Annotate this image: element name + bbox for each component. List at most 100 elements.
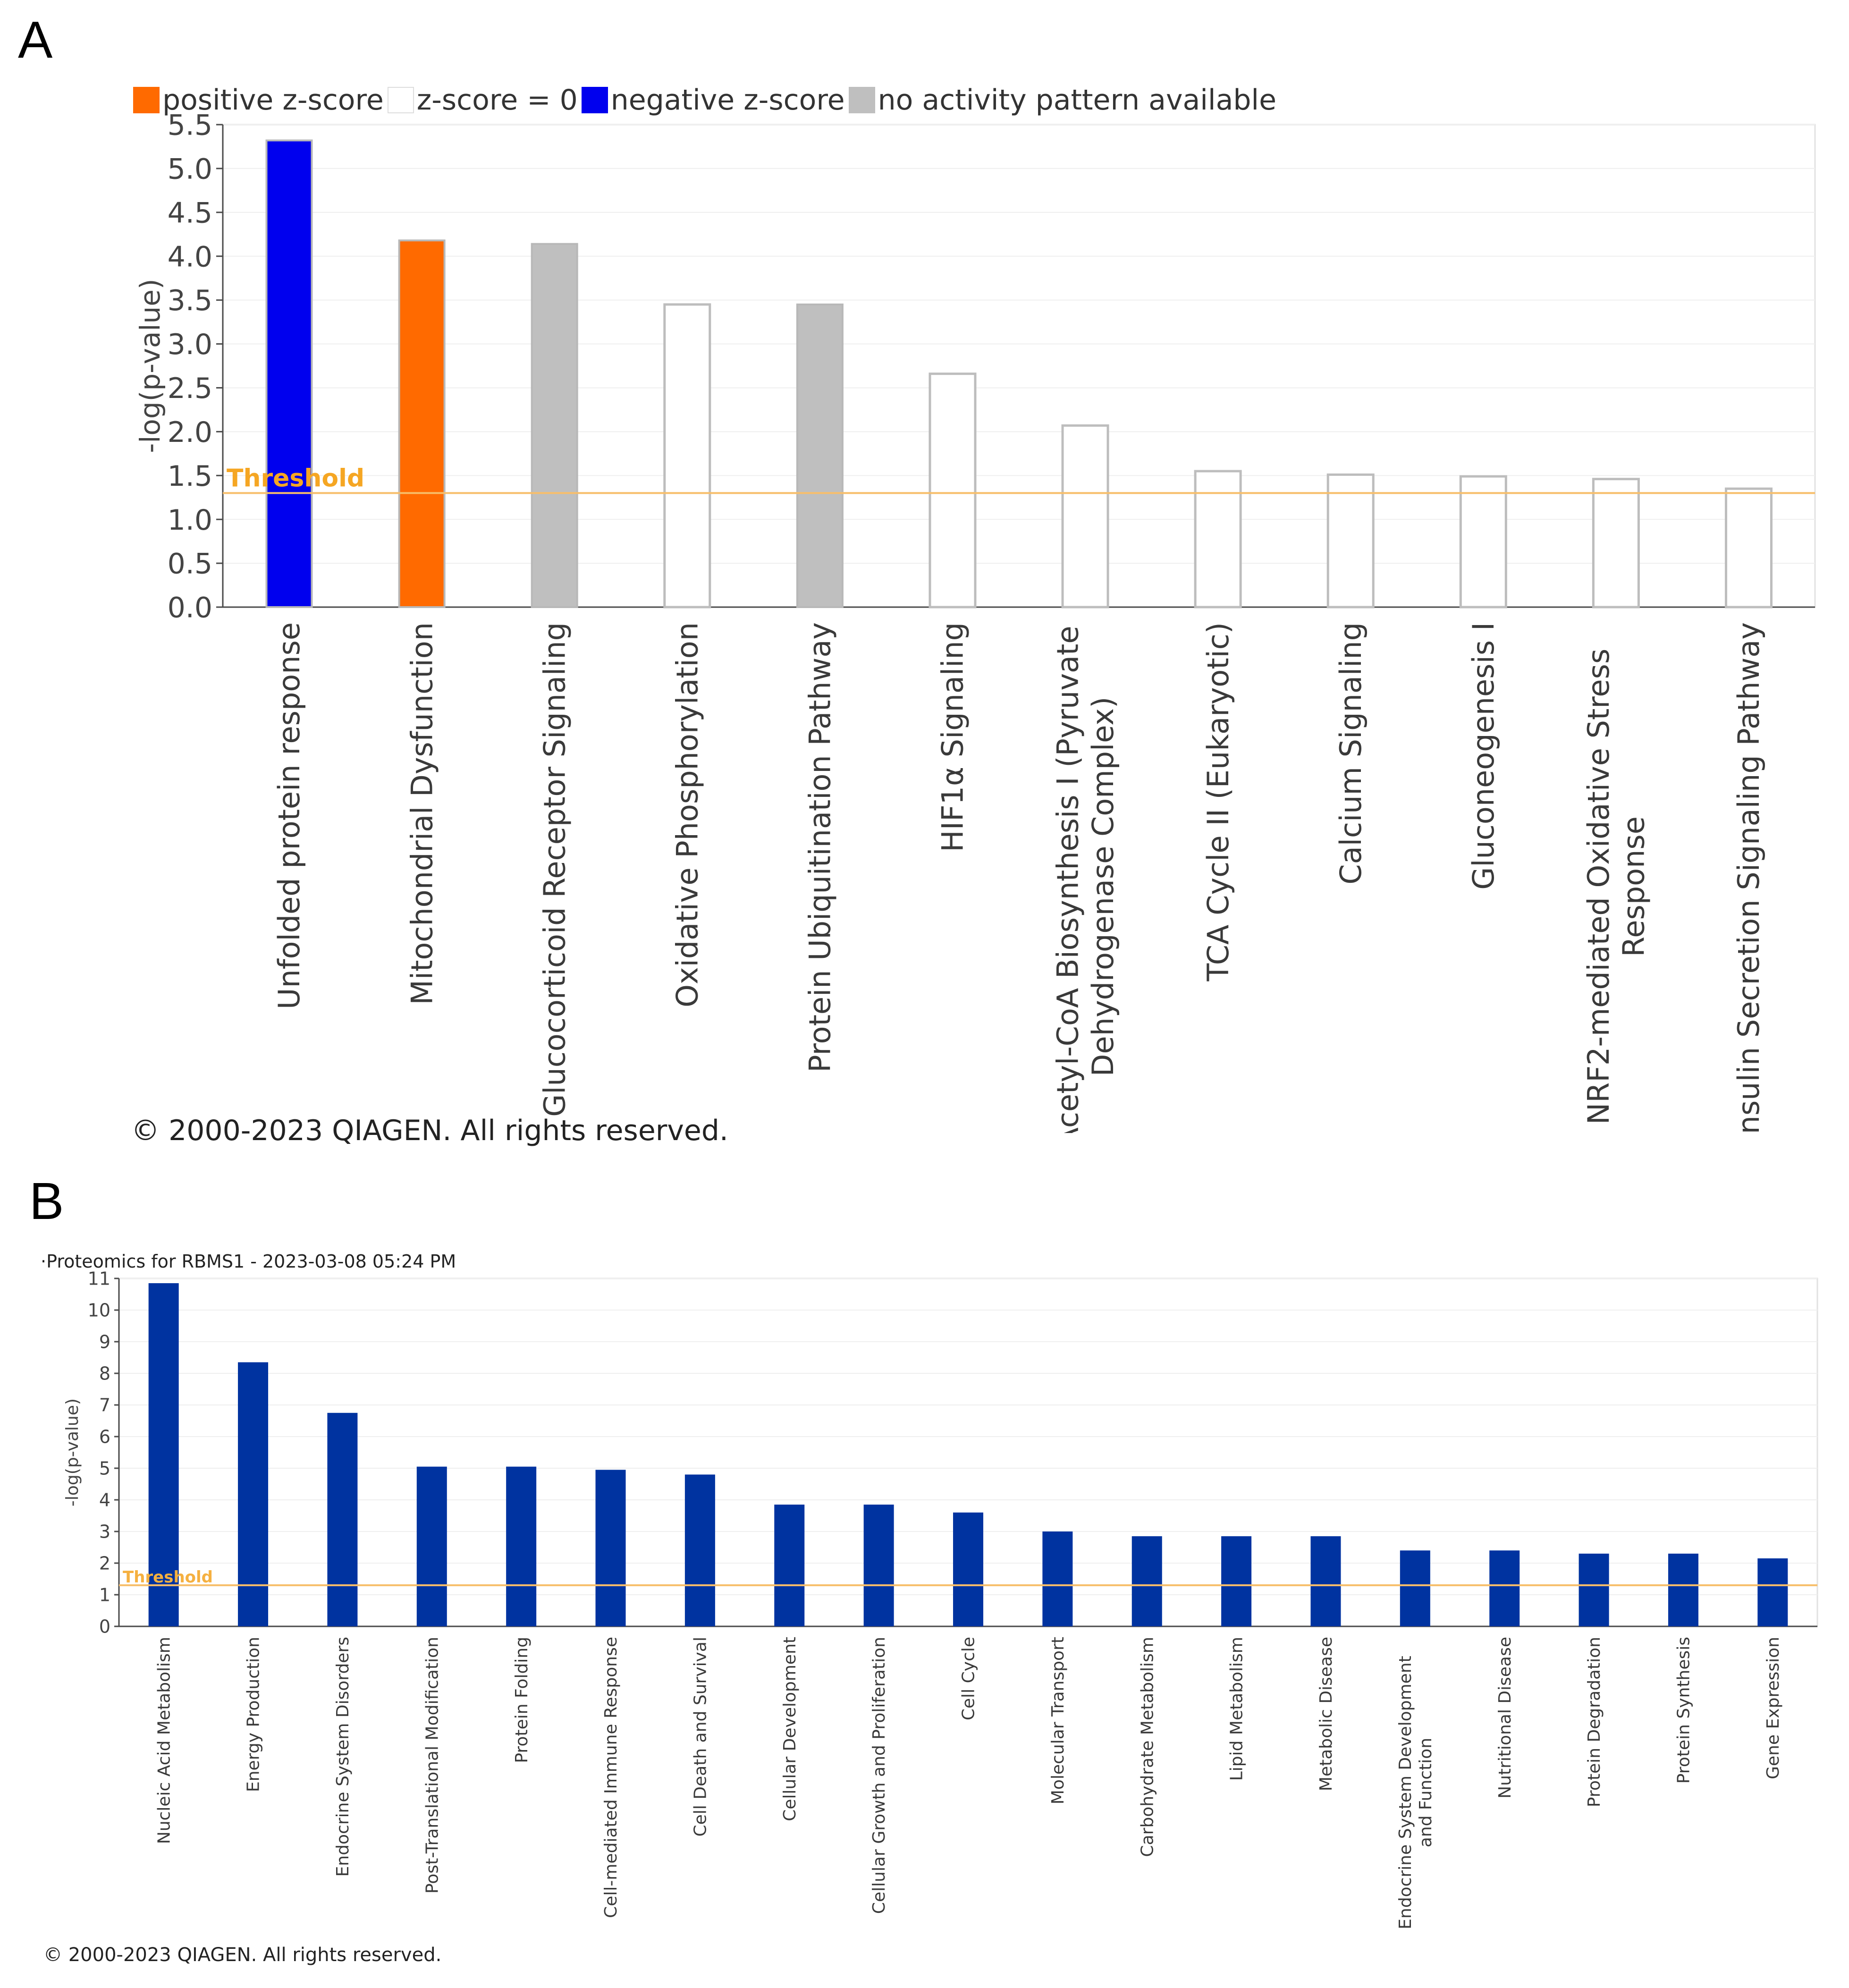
bar	[1042, 1531, 1073, 1626]
bar	[148, 1283, 179, 1626]
panel-a-copyright: © 2000-2023 QIAGEN. All rights reserved.	[131, 1114, 728, 1147]
category-label-group: Lipid Metabolism	[1227, 1637, 1247, 1781]
category-label: and Function	[1416, 1738, 1435, 1847]
panel-b-copyright: © 2000-2023 QIAGEN. All rights reserved.	[43, 1944, 442, 1966]
y-tick-label: 4	[99, 1490, 110, 1511]
category-label: Cell Cycle	[959, 1637, 979, 1720]
panel-b-letter: B	[29, 1172, 64, 1230]
category-label-group: Glucocorticoid Receptor Signaling	[537, 622, 572, 1117]
y-tick-label: 8	[99, 1363, 110, 1384]
category-label-group: Cellular Development	[780, 1637, 800, 1821]
y-tick-label: 3.5	[168, 284, 212, 317]
category-label-group: Cell-mediated Immune Response	[601, 1637, 621, 1918]
bar	[1724, 487, 1773, 609]
category-label: Energy Production	[244, 1637, 263, 1792]
category-label-group: Nucleic Acid Metabolism	[154, 1637, 174, 1844]
category-label: Dehydrogenase Complex)	[1086, 697, 1120, 1076]
bar	[1668, 1553, 1698, 1626]
category-label: Glucocorticoid Receptor Signaling	[537, 622, 572, 1117]
y-axis-label: -log(p-value)	[63, 1398, 82, 1506]
category-label: Cell Death and Survival	[691, 1637, 710, 1836]
bar	[327, 1413, 358, 1626]
bar	[1579, 1553, 1609, 1626]
y-tick-label: 9	[99, 1332, 110, 1353]
y-tick-label: 5	[99, 1458, 110, 1479]
category-label-group: Acetyl-CoA Biosynthesis I (Pyruvate Dehyd…	[1051, 626, 1120, 1133]
bar	[1131, 1536, 1162, 1626]
bar	[1489, 1550, 1520, 1626]
category-label: HIF1α Signaling	[936, 622, 970, 852]
legend-label-positive: positive z-score	[162, 84, 384, 117]
bar	[796, 303, 844, 608]
category-label: Endocrine System Disorders	[333, 1637, 353, 1877]
y-tick-label: 5.5	[168, 109, 212, 142]
bar	[929, 372, 977, 609]
category-label-group: Nutritional Disease	[1495, 1637, 1515, 1799]
threshold-label: Threshold	[123, 1568, 213, 1587]
category-label-group: Protein Folding	[512, 1637, 532, 1763]
y-tick-label: 0.0	[168, 592, 212, 625]
y-tick-label: 7	[99, 1395, 110, 1416]
category-label: Protein Degradation	[1585, 1637, 1604, 1807]
category-label: Molecular Transport	[1048, 1637, 1068, 1804]
bar	[416, 1466, 447, 1626]
y-tick-label: 1	[99, 1585, 110, 1606]
bar	[1592, 478, 1640, 609]
category-label: Response	[1616, 816, 1651, 957]
category-label-group: Carbohydrate Metabolism	[1138, 1637, 1157, 1857]
bar	[774, 1505, 805, 1626]
legend-item-no-pattern: no activity pattern available	[848, 84, 1276, 117]
category-label-group: Cell Cycle	[959, 1637, 979, 1720]
panel-a-legend: positive z-score z-score = 0 negative z-…	[133, 81, 1280, 119]
legend-item-negative: negative z-score	[581, 84, 845, 117]
category-label: Protein Ubiquitination Pathway	[803, 622, 837, 1073]
category-label-group: Molecular Transport	[1048, 1637, 1068, 1804]
category-label-group: NRF2-mediated Oxidative Stress Response	[1581, 649, 1651, 1125]
y-tick-label: 2.5	[168, 372, 212, 405]
category-label: Cellular Growth and Proliferation	[870, 1637, 889, 1914]
bar	[531, 243, 578, 608]
category-label-group: Gluconeogenesis I	[1466, 622, 1501, 890]
category-label-group: Protein Degradation	[1585, 1637, 1604, 1807]
y-tick-label: 3	[99, 1522, 110, 1542]
bar	[1326, 473, 1375, 609]
legend-swatch-no-pattern	[848, 87, 875, 113]
y-tick-label: 11	[88, 1269, 110, 1289]
y-tick-label: 5.0	[168, 153, 212, 186]
bar	[663, 303, 711, 609]
panel-a-letter: A	[18, 11, 53, 69]
category-label-group: Endocrine System Development and Function	[1396, 1656, 1435, 1929]
bar	[595, 1470, 626, 1626]
bar	[506, 1466, 537, 1626]
y-tick-label: 4.0	[168, 240, 212, 273]
y-tick-label: 1.5	[168, 460, 212, 493]
bar	[398, 239, 446, 608]
chart-a-pathways: 0.0 0.5 1.0 1.5 2.0 2.5 3.0 3.5 4.0 4.5 5.0 5.5 -log…	[134, 109, 1816, 1133]
category-label: Mitochondrial Dysfunction	[405, 622, 439, 1005]
y-tick-label: 2.0	[168, 416, 212, 449]
bar	[1310, 1536, 1341, 1626]
category-label: Gene Expression	[1764, 1637, 1783, 1779]
category-label-group: Protein Ubiquitination Pathway	[803, 622, 837, 1073]
category-label: Gluconeogenesis I	[1466, 622, 1501, 890]
category-label-group: Unfolded protein response	[272, 622, 306, 1009]
bar	[684, 1474, 715, 1626]
category-label-group: Cell Death and Survival	[691, 1637, 710, 1836]
y-tick-label: 10	[88, 1300, 110, 1321]
bar	[953, 1512, 983, 1626]
legend-item-positive: positive z-score	[133, 84, 384, 117]
legend-item-zero: z-score = 0	[387, 84, 578, 117]
category-label: Lipid Metabolism	[1227, 1637, 1247, 1781]
panel-b-subtitle: ·Proteomics for RBMS1 - 2023-03-08 05:24…	[41, 1251, 456, 1272]
bar	[1194, 470, 1242, 609]
y-tick-label: 0	[99, 1616, 110, 1637]
y-tick-label: 6	[99, 1427, 110, 1447]
category-label: Carbohydrate Metabolism	[1138, 1637, 1157, 1857]
category-label-group: Insulin Secretion Signaling Pathway	[1731, 622, 1766, 1133]
y-tick-label: 0.5	[168, 548, 212, 581]
y-tick-label: 2	[99, 1553, 110, 1574]
category-label-group: Calcium Signaling	[1334, 622, 1368, 885]
threshold-label: Threshold	[227, 464, 364, 492]
bar	[1061, 424, 1109, 609]
category-label: Protein Folding	[512, 1637, 532, 1763]
